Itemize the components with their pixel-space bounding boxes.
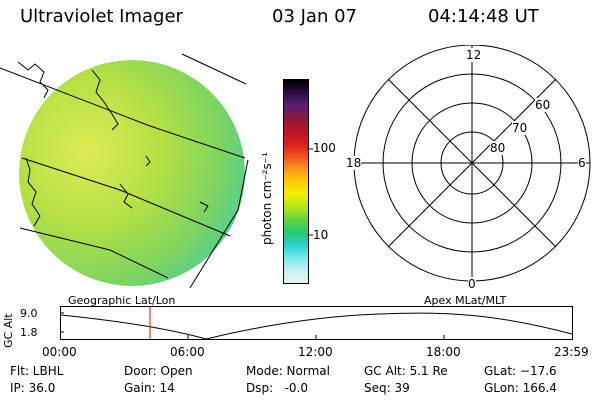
- apex-caption: Apex MLat/MLT: [424, 294, 507, 307]
- orbit-xtick-4: 23:59: [554, 345, 589, 359]
- colorbar-tick-100: 100: [313, 141, 336, 155]
- coastline-overlay: [17, 53, 247, 227]
- orbit-xtick-2: 12:00: [298, 345, 333, 359]
- time-label: 04:14:48 UT: [428, 6, 539, 27]
- color-scale-ticks: [307, 148, 313, 236]
- lat-label-60: 60: [535, 98, 551, 112]
- orbit-altitude-plot: [60, 306, 573, 340]
- lat-label-70: 70: [512, 121, 528, 135]
- orbit-xtick-3: 18:00: [426, 345, 461, 359]
- color-scale-bar: [283, 79, 309, 284]
- status-ip: IP: 36.0: [10, 381, 56, 395]
- colorbar-tick-10: 10: [313, 228, 329, 242]
- status-gc-alt: GC Alt: 5.1 Re: [364, 364, 448, 378]
- date-label: 03 Jan 07: [272, 6, 357, 27]
- status-mode: Mode: Normal: [246, 364, 330, 378]
- altitude-curve: [60, 312, 573, 340]
- orbit-ytick-min: 1.8: [20, 326, 38, 339]
- status-flt: Flt: LBHL: [10, 364, 64, 378]
- mlt-label-0: 0: [468, 277, 476, 291]
- geo-caption: Geographic Lat/Lon: [68, 294, 176, 307]
- polar-mlt-plot: [353, 45, 591, 282]
- status-door: Door: Open: [124, 364, 193, 378]
- mlt-label-6: 6: [578, 156, 586, 170]
- status-seq: Seq: 39: [364, 381, 410, 395]
- mlt-label-18: 18: [346, 156, 362, 170]
- status-dsp: Dsp: -0.0: [246, 381, 309, 395]
- lat-lon-grid: [0, 67, 249, 289]
- orbit-xtick-0: 00:00: [42, 345, 77, 359]
- instrument-title: Ultraviolet Imager: [20, 6, 183, 27]
- orbit-xtick-1: 06:00: [170, 345, 205, 359]
- colorbar-unit-label: photon cm⁻²s⁻¹: [260, 152, 274, 245]
- orbit-ylabel: GC Alt: [2, 313, 15, 348]
- orbit-ytick-max: 9.0: [20, 307, 38, 320]
- status-glat: GLat: −17.6: [484, 364, 557, 378]
- status-glon: GLon: 166.4: [484, 381, 557, 395]
- uv-image-panel: [0, 53, 249, 289]
- mlt-label-12: 12: [466, 48, 482, 62]
- status-gain: Gain: 14: [124, 381, 175, 395]
- lat-label-80: 80: [490, 141, 506, 155]
